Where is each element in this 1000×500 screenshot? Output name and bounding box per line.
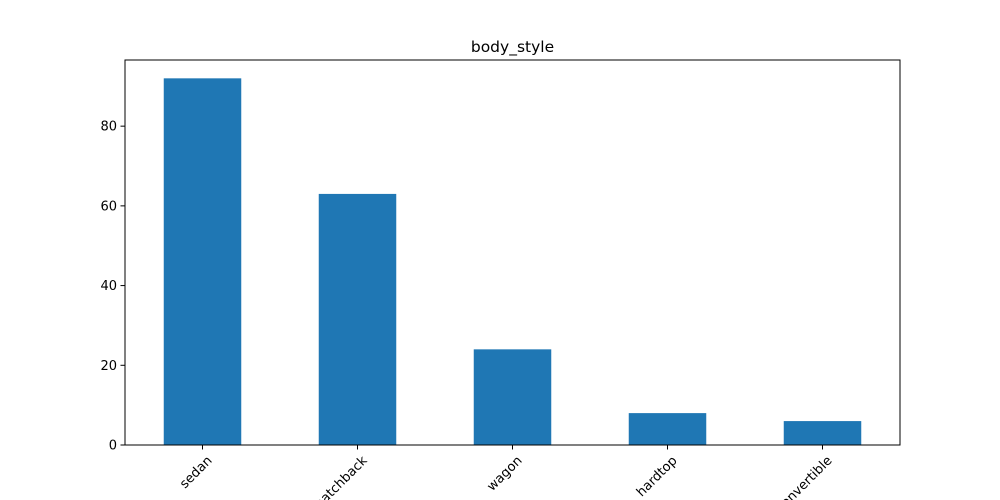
plot-frame xyxy=(124,59,901,446)
y-tick-label: 40 xyxy=(100,279,117,294)
y-tick-label: 0 xyxy=(109,439,117,454)
x-tick-label-hatchback: hatchback xyxy=(312,453,371,500)
bar-convertible xyxy=(783,421,862,445)
y-tick-label: 80 xyxy=(100,120,117,135)
x-tick-label-sedan: sedan xyxy=(177,453,215,491)
x-tick-label-convertible: convertible xyxy=(773,453,835,500)
y-tick-label: 60 xyxy=(100,199,117,214)
bar-sedan xyxy=(163,78,242,445)
bar-hardtop xyxy=(628,413,707,445)
x-axis-ticks: sedan hatchback wagon hardtop convertible xyxy=(177,445,836,500)
x-tick-label-wagon: wagon xyxy=(485,453,526,494)
y-tick-label: 20 xyxy=(100,359,117,374)
bar-wagon xyxy=(473,349,552,445)
bar-hatchback xyxy=(318,193,397,445)
y-axis-ticks: 0 20 40 60 80 xyxy=(100,120,125,454)
chart-title: body_style xyxy=(471,38,554,57)
bars-group xyxy=(163,78,862,445)
x-tick-label-hardtop: hardtop xyxy=(634,453,681,500)
